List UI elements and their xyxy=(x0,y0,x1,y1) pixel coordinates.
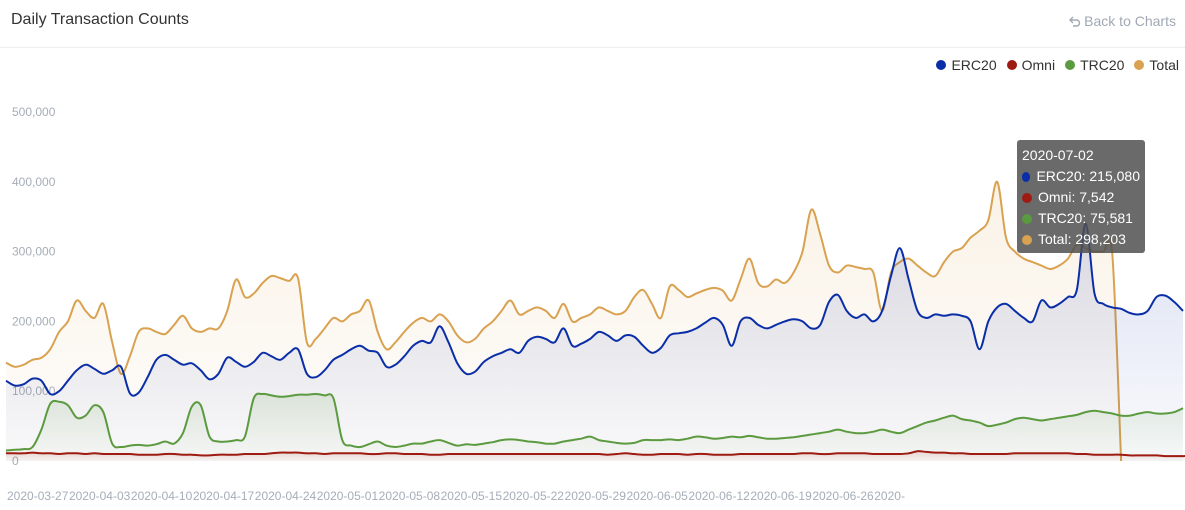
y-tick-label: 500,000 xyxy=(12,105,56,119)
legend-item-omni[interactable]: Omni xyxy=(1006,57,1056,73)
x-tick-label: 2020-04-24 xyxy=(255,489,317,503)
legend-dot-total xyxy=(1134,60,1145,70)
tooltip-dot-trc20 xyxy=(1022,213,1032,224)
x-tick-label: 2020-04-17 xyxy=(193,489,255,503)
legend-label-trc20: TRC20 xyxy=(1080,57,1125,73)
tooltip-dot-omni xyxy=(1022,192,1032,203)
x-tick-label: 2020-05-15 xyxy=(441,489,503,503)
legend-label-omni: Omni xyxy=(1021,57,1056,73)
back-to-charts-label: Back to Charts xyxy=(1084,13,1176,29)
undo-arrow-icon xyxy=(1069,16,1081,27)
x-tick-label: 2020-06-26 xyxy=(812,489,874,503)
tooltip-value-trc20: TRC20: 75,581 xyxy=(1038,210,1133,226)
x-tick-label: 2020-06-12 xyxy=(688,489,750,503)
x-tick-label: 2020- xyxy=(874,489,905,503)
tooltip-value-erc20: ERC20: 215,080 xyxy=(1036,168,1140,184)
tooltip-row-total: Total: 298,203 xyxy=(1022,229,1140,250)
tooltip-row-omni: Omni: 7,542 xyxy=(1022,187,1140,208)
series-line-total[interactable] xyxy=(5,180,1123,462)
series-area-trc20 xyxy=(6,393,1183,461)
tooltip-dot-total xyxy=(1022,234,1032,245)
legend-item-erc20[interactable]: ERC20 xyxy=(936,57,997,73)
x-tick-label: 2020-04-03 xyxy=(69,489,131,503)
legend-label-total: Total xyxy=(1149,57,1179,73)
x-tick-label: 2020-03-27 xyxy=(7,489,69,503)
tooltip-value-omni: Omni: 7,542 xyxy=(1038,189,1115,205)
legend-item-trc20[interactable]: TRC20 xyxy=(1065,57,1124,73)
chart-legend: ERC20 Omni TRC20 Total xyxy=(926,57,1179,73)
x-tick-label: 2020-06-19 xyxy=(750,489,812,503)
tooltip-row-trc20: TRC20: 75,581 xyxy=(1022,208,1140,229)
legend-item-total[interactable]: Total xyxy=(1134,57,1179,73)
series-line-trc20[interactable] xyxy=(5,392,1184,452)
chart-tooltip: 2020-07-02 ERC20: 215,080 Omni: 7,542 TR… xyxy=(1017,140,1145,253)
x-tick-label: 2020-05-22 xyxy=(503,489,565,503)
x-tick-label: 2020-06-05 xyxy=(626,489,688,503)
page-title: Daily Transaction Counts xyxy=(11,11,189,28)
tooltip-value-total: Total: 298,203 xyxy=(1038,231,1126,247)
tooltip-dot-erc20 xyxy=(1022,171,1031,182)
y-tick-label: 300,000 xyxy=(12,245,56,259)
tooltip-date: 2020-07-02 xyxy=(1022,147,1094,163)
back-to-charts-link[interactable]: Back to Charts xyxy=(1069,13,1176,29)
y-tick-label: 200,000 xyxy=(12,314,56,328)
legend-dot-erc20 xyxy=(936,60,947,70)
tooltip-row-erc20: ERC20: 215,080 xyxy=(1022,166,1140,187)
legend-label-erc20: ERC20 xyxy=(951,57,997,73)
chart-header: Daily Transaction Counts Back to Charts xyxy=(0,0,1185,48)
x-tick-label: 2020-05-01 xyxy=(317,489,379,503)
x-tick-label: 2020-04-10 xyxy=(131,489,193,503)
series-line-omni[interactable] xyxy=(5,450,1185,458)
x-tick-label: 2020-05-08 xyxy=(379,489,441,503)
legend-dot-omni xyxy=(1006,60,1017,70)
legend-dot-trc20 xyxy=(1065,60,1076,70)
x-tick-label: 2020-05-29 xyxy=(565,489,627,503)
y-tick-label: 400,000 xyxy=(12,175,56,189)
series-line-erc20[interactable] xyxy=(5,222,1184,397)
